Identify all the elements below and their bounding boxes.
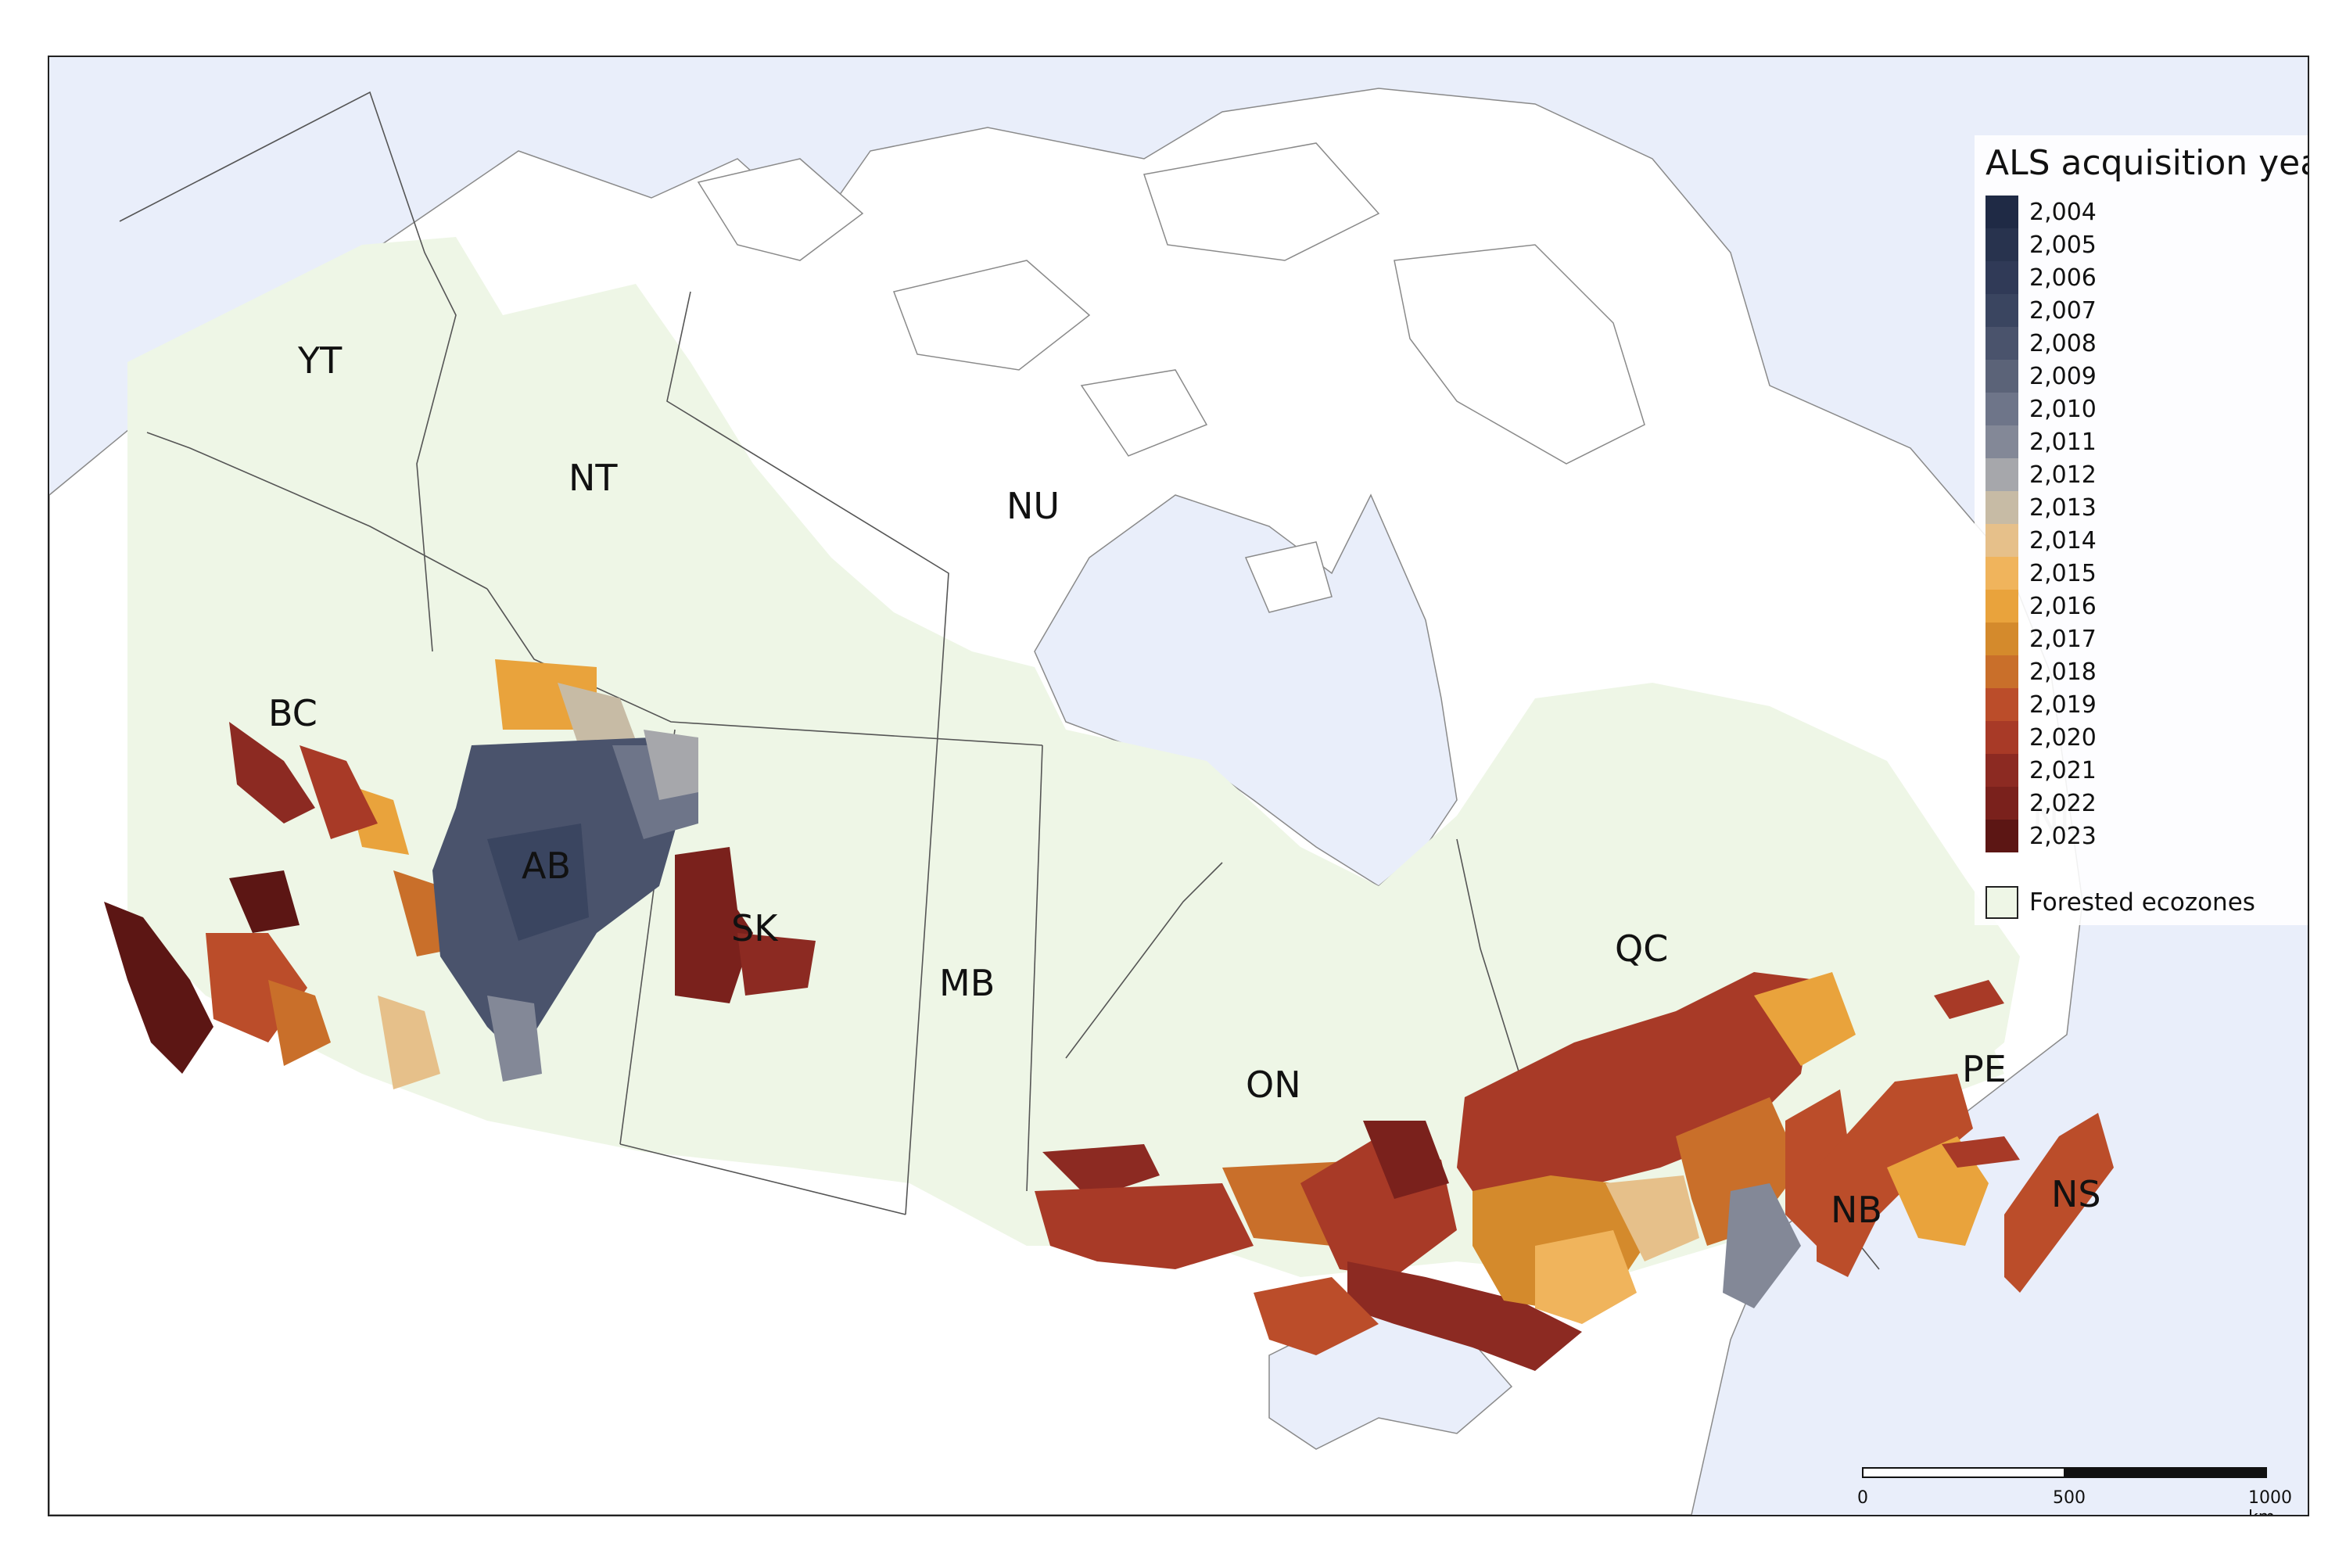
legend-year-item: 2,010 — [1985, 393, 2097, 425]
legend-year-item: 2,008 — [1985, 327, 2097, 360]
forested-ecozone — [127, 237, 2020, 1277]
legend-year-label: 2,021 — [2029, 756, 2097, 784]
label-pe: PE — [1962, 1048, 2007, 1090]
legend-year-label: 2,012 — [2029, 461, 2097, 489]
legend-year-item: 2,015 — [1985, 557, 2097, 590]
legend: ALS acquisition year 2,004 2,005 2,006 2,00… — [1975, 135, 2309, 925]
label-on: ON — [1246, 1064, 1301, 1106]
legend-year-item: 2,016 — [1985, 590, 2097, 623]
label-nt: NT — [569, 457, 618, 499]
label-nb: NB — [1831, 1189, 1882, 1231]
legend-year-label: 2,023 — [2029, 822, 2097, 850]
legend-swatch — [1985, 228, 2018, 261]
legend-year-item: 2,011 — [1985, 425, 2097, 458]
legend-swatch — [1985, 360, 2018, 393]
legend-year-item: 2,009 — [1985, 360, 2097, 393]
label-qc: QC — [1615, 928, 1668, 970]
legend-year-item: 2,013 — [1985, 491, 2097, 524]
scale-bar: 0 500 1000 km — [1857, 1465, 2292, 1515]
als-coverage-sk — [675, 847, 816, 1003]
legend-year-item: 2,022 — [1985, 787, 2097, 820]
legend-swatch — [1985, 754, 2018, 787]
als-coverage-qc — [1457, 972, 1856, 1324]
legend-year-label: 2,017 — [2029, 625, 2097, 653]
legend-year-label: 2,022 — [2029, 789, 2097, 817]
legend-year-item: 2,006 — [1985, 261, 2097, 294]
label-ns: NS — [2051, 1173, 2101, 1215]
legend-swatch — [1985, 688, 2018, 721]
legend-title: ALS acquisition year — [1985, 143, 2309, 183]
legend-swatch — [1985, 623, 2018, 655]
legend-swatch — [1985, 524, 2018, 557]
legend-year-item: 2,007 — [1985, 294, 2097, 327]
als-coverage-ab — [432, 659, 698, 1082]
legend-swatch — [1985, 327, 2018, 360]
scale-bar-graphic — [1862, 1467, 2267, 1478]
scale-tick-500: 500 — [2053, 1488, 2086, 1508]
map-frame: YT NT NU BC AB SK MB ON QC NB PE NS NL A… — [48, 56, 2309, 1516]
legend-year-item: 2,023 — [1985, 820, 2097, 852]
arctic-island — [1394, 244, 1645, 465]
legend-year-item: 2,005 — [1985, 228, 2097, 261]
legend-swatch — [1985, 294, 2018, 327]
legend-year-item: 2,014 — [1985, 524, 2097, 557]
legend-swatch — [1985, 590, 2018, 623]
map-canvas[interactable]: YT NT NU BC AB SK MB ON QC NB PE NS NL — [49, 57, 2308, 1515]
legend-year-item: 2,017 — [1985, 623, 2097, 655]
legend-swatch — [1985, 721, 2018, 754]
label-nu: NU — [1006, 485, 1060, 527]
legend-year-label: 2,014 — [2029, 526, 2097, 554]
als-coverage-on — [1035, 1121, 1582, 1371]
legend-year-label: 2,011 — [2029, 428, 2097, 456]
legend-year-label: 2,008 — [2029, 329, 2097, 357]
legend-swatch — [1985, 820, 2018, 852]
legend-swatch — [1985, 261, 2018, 294]
forested-swatch — [1985, 886, 2018, 919]
legend-year-label: 2,006 — [2029, 264, 2097, 292]
legend-year-label: 2,020 — [2029, 723, 2097, 752]
als-coverage-maritimes — [1817, 980, 2114, 1293]
arctic-island — [1080, 369, 1208, 457]
legend-swatch — [1985, 655, 2018, 688]
legend-year-label: 2,016 — [2029, 592, 2097, 620]
legend-year-label: 2,018 — [2029, 658, 2097, 686]
arctic-island — [892, 260, 1091, 371]
legend-year-label: 2,007 — [2029, 296, 2097, 325]
legend-year-label: 2,015 — [2029, 559, 2097, 587]
legend-year-label: 2,010 — [2029, 395, 2097, 423]
legend-year-item: 2,012 — [1985, 458, 2097, 491]
forested-label: Forested ecozones — [2029, 888, 2255, 917]
arctic-island — [1143, 142, 1380, 261]
legend-year-label: 2,005 — [2029, 231, 2097, 259]
label-sk: SK — [731, 907, 779, 949]
label-ab: AB — [522, 845, 571, 887]
legend-year-label: 2,013 — [2029, 493, 2097, 522]
legend-swatch — [1985, 393, 2018, 425]
legend-year-item: 2,021 — [1985, 754, 2097, 787]
legend-year-item: 2,020 — [1985, 721, 2097, 754]
legend-year-label: 2,009 — [2029, 362, 2097, 390]
legend-swatch — [1985, 425, 2018, 458]
legend-year-item: 2,004 — [1985, 196, 2097, 228]
legend-year-label: 2,019 — [2029, 691, 2097, 719]
label-yt: YT — [297, 339, 343, 382]
legend-swatch — [1985, 196, 2018, 228]
arctic-island — [697, 158, 864, 261]
legend-swatch — [1985, 458, 2018, 491]
legend-color-ramp: 2,004 2,005 2,006 2,007 2,008 2,009 2,010 2,011… — [1985, 196, 2097, 852]
legend-year-label: 2,004 — [2029, 198, 2097, 226]
label-mb: MB — [939, 962, 995, 1004]
legend-forested-item: Forested ecozones — [1985, 886, 2255, 919]
label-bc: BC — [268, 692, 317, 734]
arctic-island — [1244, 541, 1333, 613]
scale-tick-1000: 1000 km — [2248, 1488, 2292, 1515]
legend-swatch — [1985, 491, 2018, 524]
scale-tick-0: 0 — [1857, 1488, 1868, 1508]
legend-swatch — [1985, 557, 2018, 590]
legend-year-item: 2,019 — [1985, 688, 2097, 721]
legend-swatch — [1985, 787, 2018, 820]
legend-year-item: 2,018 — [1985, 655, 2097, 688]
